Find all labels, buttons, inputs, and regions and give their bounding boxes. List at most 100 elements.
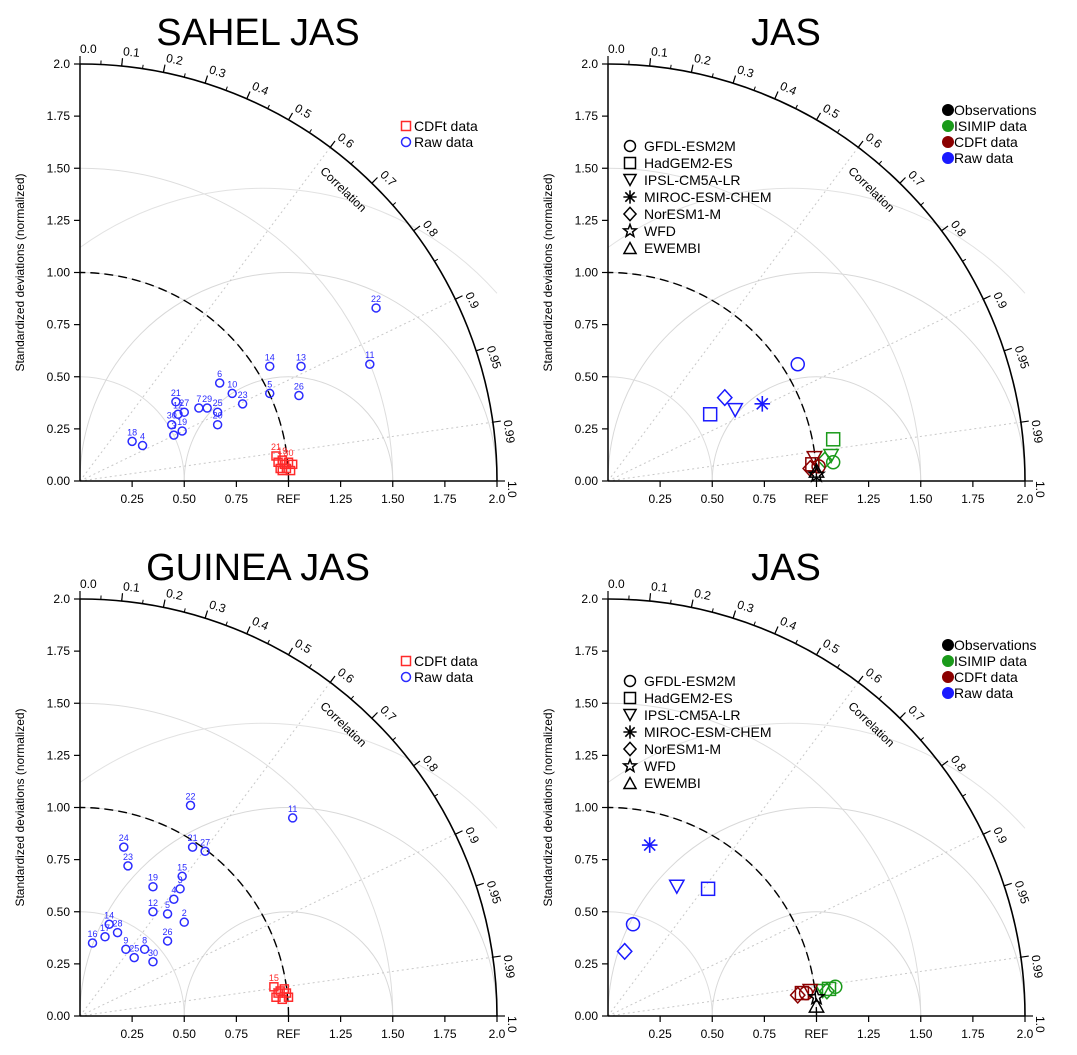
correlation-tick-label: 0.95 [1012,879,1033,906]
correlation-minor-tick [817,116,819,119]
marker-legend-label: MIROC-ESM-CHEM [644,724,772,740]
correlation-tick-label: 0.8 [948,753,969,775]
correlation-minor-tick [309,129,311,132]
data-point [124,862,132,870]
data-point [289,814,297,822]
correlation-minor-tick [476,350,480,351]
correlation-minor-tick [837,664,839,667]
correlation-minor-tick [796,105,798,109]
correlation-tick-label: 0.1 [650,44,668,60]
data-point-label: 16 [88,929,98,939]
data-point [176,885,184,893]
model-point [704,408,717,421]
x-tick-label: REF [805,1027,829,1041]
data-point-label: 25 [129,944,139,954]
correlation-tick-label: 0.99 [1029,954,1046,979]
data-point [187,801,195,809]
correlation-tick-label: 0.0 [608,577,625,591]
legend-marker [402,673,411,682]
data-point [216,379,224,387]
correlation-minor-tick [1004,350,1008,351]
color-legend-label: ISIMIP data [954,653,1027,669]
marker-legend-label: EWEMBI [644,775,701,791]
y-tick-label: 1.25 [575,748,599,762]
x-tick-label: 1.50 [381,492,405,506]
marker-legend-symbol [624,207,636,220]
correlation-tick-label: 0.3 [207,597,227,615]
color-legend-dot [942,120,954,132]
data-point-label: 18 [127,427,137,437]
x-tick-label: 2.0 [1017,492,1034,506]
y-tick-label: 0.50 [575,370,599,384]
color-legend-dot [942,136,954,148]
correlation-tick-label: 0.99 [1029,419,1046,444]
correlation-tick-label: 0.0 [80,577,97,591]
color-legend-label: Raw data [954,685,1013,701]
legend-marker [402,657,411,666]
x-tick-label: REF [277,492,301,506]
x-tick-label: REF [277,1027,301,1041]
correlation-minor-tick [434,794,437,796]
rms-grid-arc [80,188,497,293]
data-point-label: 11 [288,804,297,814]
color-legend-dot [942,104,954,116]
y-tick-label: 0.00 [575,474,599,488]
y-tick-label: 1.75 [47,109,71,123]
correlation-tick-label: 0.0 [608,42,625,56]
data-point-label: 11 [365,350,374,360]
x-tick-label: 0.75 [753,1027,777,1041]
x-tick-label: 1.50 [909,492,933,506]
color-legend-label: CDFt data [954,669,1018,685]
correlation-tick-label: 0.1 [122,579,140,595]
data-point-label: 26 [294,382,304,392]
correlation-minor-tick [942,228,945,230]
std-grid-arc [608,912,712,1016]
data-point [120,843,128,851]
y-tick-label: 1.75 [575,109,599,123]
data-point [297,362,305,370]
color-legend-dot [942,152,954,164]
correlation-minor-tick [143,65,144,69]
chart-title: JAS [751,12,821,54]
data-point-label: 7 [196,394,201,404]
y-tick-label: 0.25 [575,422,599,436]
correlation-minor-tick [205,79,206,83]
chart-title: SAHEL JAS [156,12,359,54]
data-point [114,929,122,937]
marker-legend-label: HadGEM2-ES [644,690,733,706]
y-tick-label: 1.75 [47,644,71,658]
reference-std-arc [80,273,289,482]
data-point-label: 25 [213,398,223,408]
taylor-chart-guinea: GUINEA JAS0.000.250.500.751.001.251.501.… [0,535,538,1055]
y-tick-label: 1.00 [575,266,599,280]
data-point-label: 23 [123,852,133,862]
color-legend-dot [942,671,954,683]
data-point-label: 6 [217,369,222,379]
y-tick-label: 0.25 [47,957,71,971]
correlation-tick-label: 0.95 [1012,344,1033,371]
correlation-tick-label: 0.1 [122,44,140,60]
correlation-tick-label: 0.8 [948,218,969,240]
y-tick-label: 1.00 [47,266,71,280]
data-point-label: 15 [177,862,187,872]
correlation-minor-tick [858,679,860,682]
correlation-minor-tick [289,116,291,119]
x-tick-label: 0.25 [648,492,672,506]
color-legend-label: ISIMIP data [954,118,1027,134]
marker-legend-symbol [625,158,636,169]
x-tick-label: 0.25 [120,1027,144,1041]
correlation-tick-label: 0.8 [420,753,441,775]
correlation-minor-tick [268,640,270,644]
chart-title: JAS [751,547,821,589]
data-point-label: 28 [113,919,123,929]
correlation-minor-tick [754,622,755,626]
correlation-minor-tick [351,696,354,699]
correlation-axis-label: Correlation [317,699,369,750]
correlation-tick-label: 0.3 [735,62,755,80]
data-point-label: 13 [296,352,306,362]
marker-legend-symbol [624,759,637,771]
correlation-tick-label: 0.3 [207,62,227,80]
